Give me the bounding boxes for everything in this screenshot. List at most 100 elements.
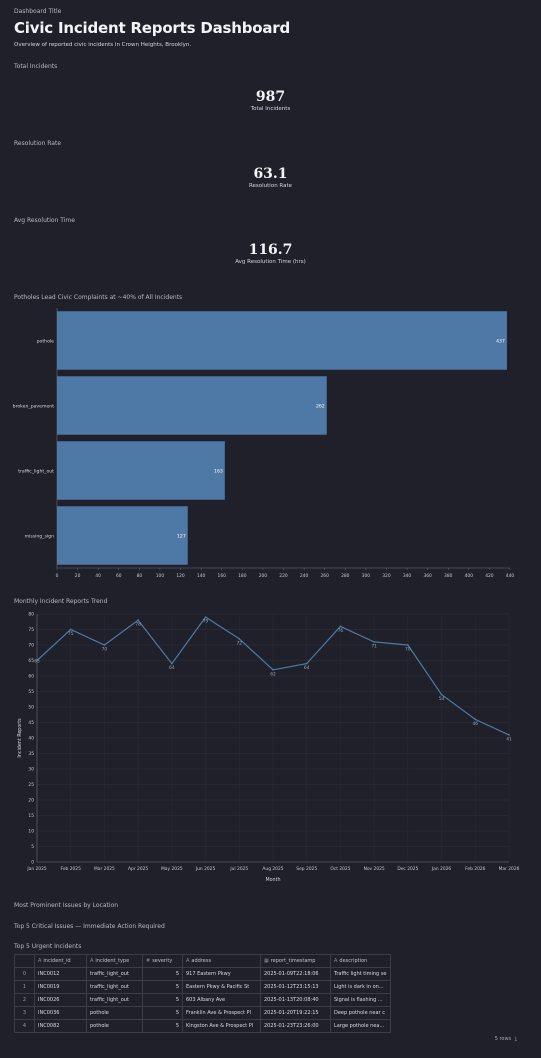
table-cell-report_timestamp[interactable]: 2025-01-23T23:26:00 (260, 1019, 331, 1033)
data-label: 72 (236, 640, 242, 646)
download-icon[interactable]: ⤓ (514, 1036, 517, 1042)
bar-chart: pothole 437 broken_pavement 262 traffic_ligh… (13, 308, 515, 579)
x-tick-label: 200 (259, 573, 268, 579)
x-tick-label: 440 (506, 573, 515, 579)
x-tick-label: Nov 2025 (364, 866, 385, 872)
data-label: 62 (270, 671, 276, 677)
data-point (170, 662, 173, 665)
x-tick-label: 140 (197, 573, 206, 579)
avg-resolution-section-title: Avg Resolution Time (14, 217, 75, 224)
table-row[interactable]: 0 INC0012 traffic_light_out 5 917 Eastern Pk… (14, 967, 391, 981)
table-cell-description[interactable]: Large pothole nea... (330, 1019, 391, 1033)
data-point (373, 641, 376, 643)
urgent-section-title: Top 5 Urgent Incidents (14, 943, 82, 950)
table-row[interactable]: 1 INC0019 traffic_light_out 5 Eastern Pkwy &… (14, 980, 391, 994)
table-cell-description[interactable]: Light is dark in on... (330, 980, 391, 994)
data-point (204, 616, 207, 618)
x-tick-label: Jan 2026 (431, 866, 452, 872)
table-cell-incident_type[interactable]: traffic_light_out (86, 993, 143, 1007)
x-tick-label: 240 (300, 573, 309, 579)
avg-resolution-metric: 116.7 Avg Resolution Time (hrs) (0, 242, 541, 265)
x-tick-label: 40 (95, 573, 101, 579)
x-tick-label: 100 (156, 573, 165, 579)
bar-chart-title: Potholes Lead Civic Complaints at ~40% o… (14, 294, 183, 301)
table-cell-severity[interactable]: 5 (142, 1019, 183, 1033)
table-cell-report_timestamp[interactable]: 2025-01-09T22:18:06 (260, 967, 331, 981)
table-cell-description[interactable]: Deep pothole near c (330, 1006, 391, 1020)
table-cell-address[interactable]: 603 Albany Ave (182, 993, 261, 1007)
metric-label: Total Incidents (250, 106, 291, 112)
table-cell-severity[interactable]: 5 (142, 993, 183, 1007)
table-cell-address[interactable]: Kingston Ave & Prospect Pl (182, 1019, 261, 1033)
data-label: 76 (338, 628, 344, 634)
table-row[interactable]: 4 INC0082 pothole 5 Kingston Ave & Prospect … (14, 1019, 391, 1033)
data-label: 71 (371, 643, 377, 649)
table-row[interactable]: 3 INC0036 pothole 5 Franklin Ave & Prospect … (14, 1006, 391, 1020)
table-cell-address[interactable]: 917 Eastern Pkwy (182, 967, 261, 981)
table-cell-address[interactable]: Eastern Pkwy & Pacific St (182, 980, 261, 994)
table-cell-incident_id[interactable]: INC0012 (34, 967, 87, 981)
data-label: 64 (304, 665, 310, 671)
column-header-label: report_timestamp (270, 958, 316, 964)
data-label: 41 (506, 736, 512, 742)
bar-value-label: 127 (177, 534, 186, 540)
x-tick-label: 300 (362, 573, 371, 579)
metric-value: 116.7 (248, 242, 293, 258)
data-point (305, 662, 308, 665)
table-cell-incident_id[interactable]: INC0026 (34, 993, 87, 1007)
table-cell-severity[interactable]: 5 (142, 967, 183, 981)
table-cell-address[interactable]: Franklin Ave & Prospect Pl (182, 1006, 261, 1020)
metric-value: 63.1 (253, 166, 288, 182)
page-subtitle: Overview of reported civic incidents in … (14, 42, 192, 48)
row-index: 3 (14, 1006, 35, 1020)
data-label: 78 (135, 622, 141, 628)
table-cell-report_timestamp[interactable]: 2025-01-20T19:22:15 (260, 1006, 331, 1020)
column-header-report_timestamp[interactable]: ▦ report_timestamp (260, 954, 331, 968)
metric-label: Resolution Rate (248, 183, 293, 189)
data-label: 75 (68, 631, 74, 637)
table-cell-incident_type[interactable]: pothole (86, 1019, 143, 1033)
table-cell-incident_type[interactable]: pothole (86, 1006, 143, 1020)
row-index: 1 (14, 980, 35, 994)
y-tick-label: 35 (28, 751, 34, 757)
table-cell-report_timestamp[interactable]: 2025-01-12T23:15:13 (260, 980, 331, 994)
table-cell-incident_type[interactable]: traffic_light_out (86, 967, 143, 981)
x-tick-label: 280 (341, 573, 350, 579)
x-tick-label: Dec 2025 (397, 866, 418, 872)
table-row[interactable]: 2 INC0026 traffic_light_out 5 603 Albany Ave… (14, 993, 391, 1007)
y-tick-label: 50 (28, 705, 34, 711)
dashboard-title-label: Dashboard Title (14, 8, 62, 15)
table-cell-severity[interactable]: 5 (142, 980, 183, 994)
table-cell-description[interactable]: Signal is flashing ... (330, 993, 391, 1007)
x-tick-label: 160 (218, 573, 227, 579)
column-header-severity[interactable]: # severity (142, 954, 183, 968)
table-cell-description[interactable]: Traffic light timing se (330, 967, 391, 981)
column-header-label: incident_id (43, 958, 71, 964)
metric-label: Avg Resolution Time (hrs) (235, 259, 306, 265)
x-tick-label: Feb 2026 (465, 866, 486, 872)
table-cell-incident_type[interactable]: traffic_light_out (86, 980, 143, 994)
table-cell-report_timestamp[interactable]: 2025-01-13T20:08:40 (260, 993, 331, 1007)
x-tick-label: Feb 2025 (61, 866, 82, 872)
data-point (137, 619, 140, 622)
table-cell-severity[interactable]: 5 (142, 1006, 183, 1020)
index-header (14, 954, 35, 968)
bar-category-label: missing_sign (25, 534, 55, 540)
text-type-icon: A (334, 958, 338, 964)
x-tick-label: May 2025 (161, 866, 183, 872)
y-tick-label: 5 (31, 844, 34, 850)
table-cell-incident_id[interactable]: INC0082 (34, 1019, 87, 1033)
table-cell-incident_id[interactable]: INC0036 (34, 1006, 87, 1020)
x-tick-label: 180 (238, 573, 247, 579)
row-index: 4 (14, 1019, 35, 1033)
data-point (508, 734, 510, 736)
table-cell-incident_id[interactable]: INC0019 (34, 980, 87, 994)
bar-category-label: traffic_light_out (18, 469, 54, 475)
data-point (406, 644, 409, 646)
location-section-title: Most Prominent Issues by Location (14, 902, 119, 909)
